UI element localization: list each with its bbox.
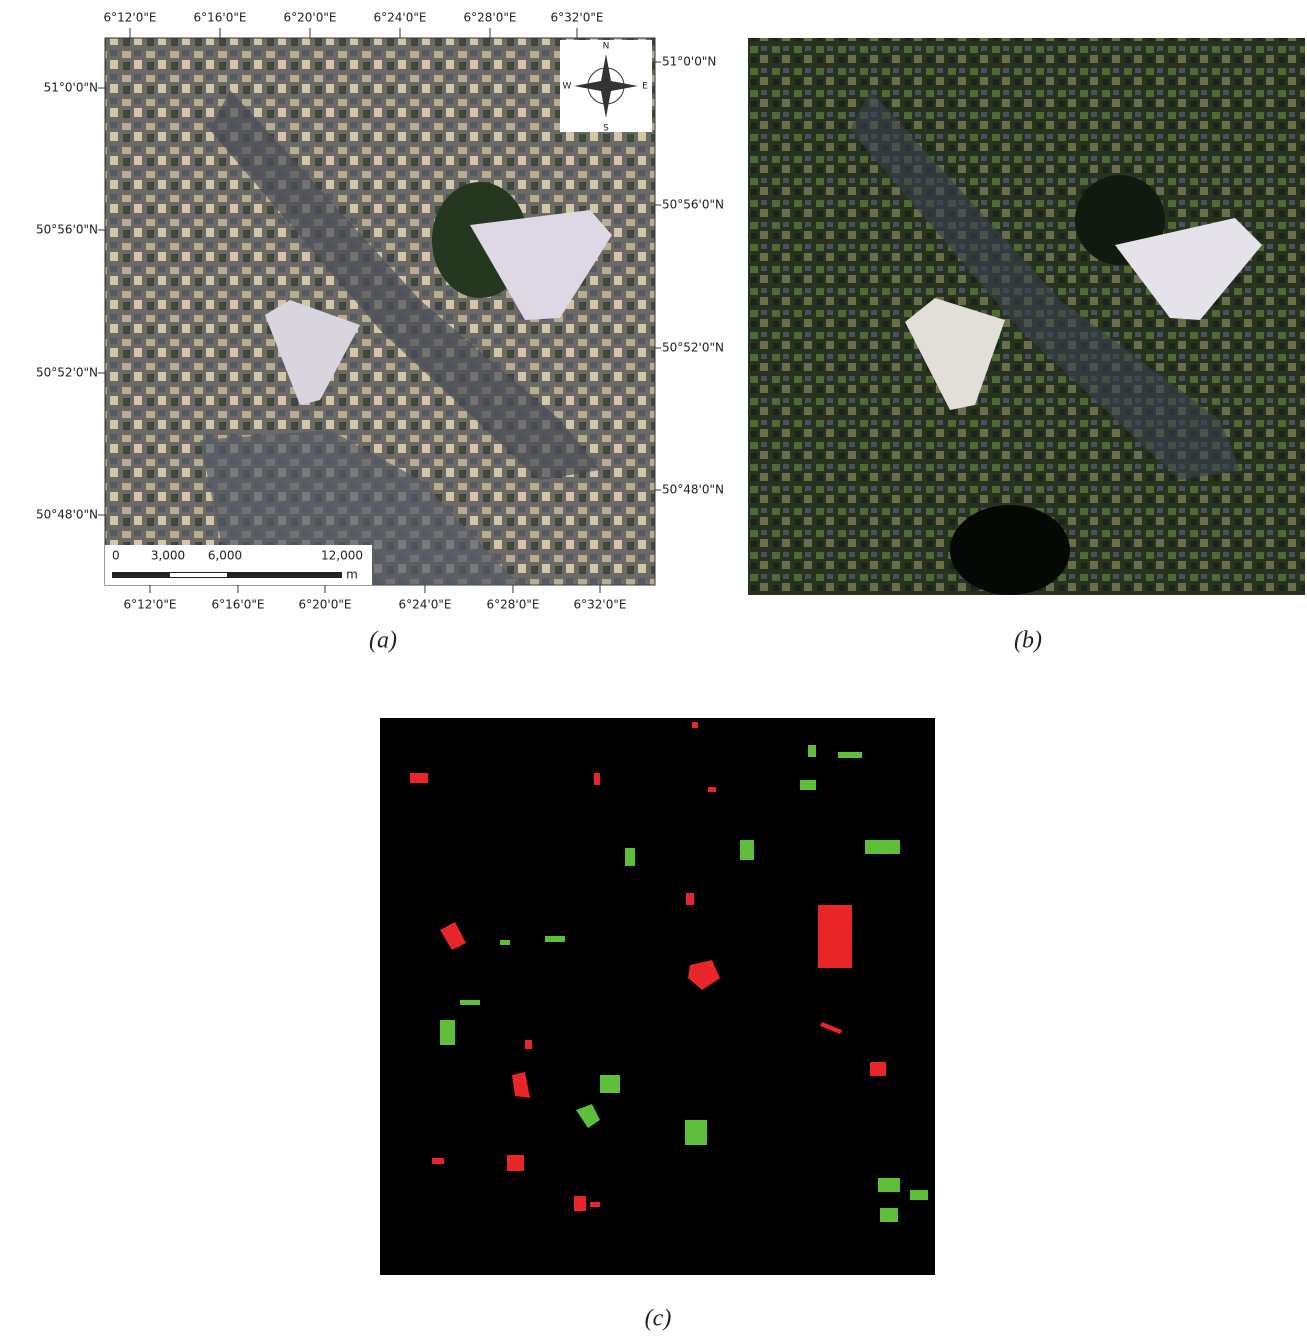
bottom-coordinate-label: 6°16'0"E — [212, 598, 265, 612]
panel-caption: (a) — [369, 628, 397, 654]
left-coordinate-label: 51°0'0"N — [44, 81, 98, 95]
panel-caption: (b) — [1014, 628, 1042, 654]
top-coordinate-label: 6°24'0"E — [374, 11, 427, 25]
scale-bar-label: 12,000 — [321, 549, 363, 563]
panel-caption: (c) — [645, 1306, 672, 1332]
scale-bar-unit: m — [346, 568, 358, 582]
top-coordinate-label: 6°16'0"E — [194, 11, 247, 25]
bottom-coordinate-label: 6°20'0"E — [299, 598, 352, 612]
left-coordinate-label: 50°48'0"N — [36, 508, 98, 522]
top-coordinate-label: 6°20'0"E — [284, 11, 337, 25]
figure: 6°12'0"E 6°16'0"E 6°20'0"E 6°24'0"E 6°28'0"E… — [0, 0, 1307, 1342]
satellite-image-b — [748, 38, 1305, 595]
classification-map — [380, 718, 935, 1275]
right-coordinate-label: 50°52'0"N — [662, 341, 724, 355]
top-coordinate-label: 6°12'0"E — [104, 11, 157, 25]
bottom-coordinate-label: 6°28'0"E — [487, 598, 540, 612]
compass-letter: W — [563, 82, 572, 92]
top-coordinate-label: 6°32'0"E — [551, 11, 604, 25]
left-coordinate-label: 50°56'0"N — [36, 223, 98, 237]
scale-bar-label: 3,000 — [151, 549, 185, 563]
scale-bar-label: 0 — [112, 549, 120, 563]
right-coordinate-label: 50°48'0"N — [662, 483, 724, 497]
bottom-coordinate-label: 6°32'0"E — [574, 598, 627, 612]
page: 6°12'0"E 6°16'0"E 6°20'0"E 6°24'0"E 6°28'0"E… — [0, 0, 1307, 1342]
right-coordinate-label: 50°56'0"N — [662, 198, 724, 212]
bottom-coordinate-label: 6°24'0"E — [399, 598, 452, 612]
top-coordinate-label: 6°28'0"E — [464, 11, 517, 25]
compass-letter: S — [603, 124, 609, 134]
left-coordinate-label: 50°52'0"N — [36, 366, 98, 380]
bottom-coordinate-label: 6°12'0"E — [124, 598, 177, 612]
scale-bar-label: 6,000 — [208, 549, 242, 563]
right-coordinate-label: 51°0'0"N — [662, 55, 716, 69]
satellite-image-a — [105, 38, 655, 585]
compass-letter: E — [642, 82, 648, 92]
compass-letter: N — [603, 42, 610, 52]
